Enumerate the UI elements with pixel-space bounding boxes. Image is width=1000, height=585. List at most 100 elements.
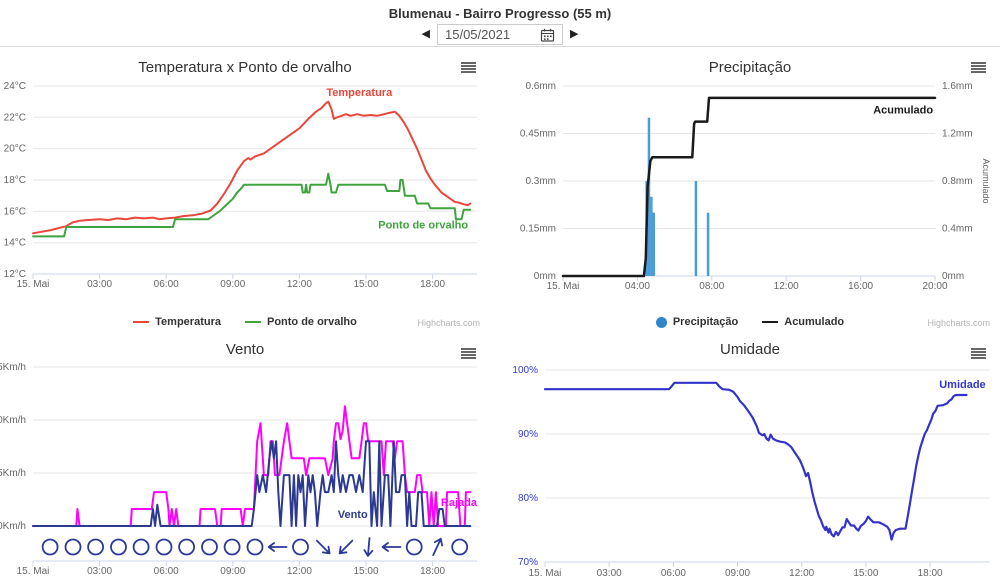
y-axis-label: 24°C — [4, 81, 26, 92]
line-marker — [133, 321, 150, 323]
calm-wind-icon — [292, 538, 309, 556]
x-axis-label: 03:00 — [597, 568, 622, 579]
chart-legend: Precipitação Acumulado — [500, 312, 1000, 338]
x-axis-label: 09:00 — [220, 566, 245, 577]
wind-direction-markers — [41, 537, 469, 557]
series-temperatura[interactable] — [32, 100, 472, 235]
y-axis-label: 90% — [518, 429, 538, 440]
series-label-rajada: Rajada — [441, 497, 478, 509]
chart-context-menu-icon[interactable] — [971, 348, 986, 359]
series-rajada[interactable] — [32, 405, 472, 527]
previous-day-button[interactable]: ◀ — [421, 28, 430, 40]
y-axis-label: 0mm — [534, 271, 556, 282]
legend-item-precipitacao[interactable]: Precipitação — [655, 316, 739, 328]
highcharts-credits[interactable]: Highcharts.com — [927, 318, 990, 328]
humidity-card: Umidade 70% 80% 90% 100% 15. Mai 03:00 06:00 09… — [500, 333, 1000, 585]
y-axis-label: 70% — [518, 557, 538, 568]
x-axis-label: 15:00 — [853, 568, 878, 579]
calm-wind-icon — [64, 538, 82, 556]
series-label-acumulado: Acumulado — [873, 104, 933, 116]
calm-wind-icon — [178, 538, 196, 556]
x-axis-label: 18:00 — [420, 566, 445, 577]
legend-item-acumulado[interactable]: Acumulado — [762, 316, 844, 328]
y-axis-label: 0Km/h — [0, 521, 26, 532]
legend-label: Ponto de orvalho — [266, 316, 357, 328]
chart-context-menu-icon[interactable] — [461, 62, 476, 73]
y-axis-label-right: 1.2mm — [942, 129, 973, 140]
date-input[interactable] — [445, 27, 527, 42]
y-axis-label-right: 0mm — [942, 271, 964, 282]
highcharts-credits[interactable]: Highcharts.com — [417, 318, 480, 328]
series-precipitacao[interactable] — [645, 117, 710, 276]
x-axis-label: 15:00 — [353, 279, 378, 290]
temperature-dewpoint-card: Temperatura x Ponto de orvalho 12°C 14°C 1… — [0, 47, 490, 333]
series-label-vento: Vento — [338, 509, 368, 521]
next-day-button[interactable]: ▶ — [570, 28, 579, 40]
y-axis-label-right: 0.8mm — [942, 176, 973, 187]
x-axis-label: 03:00 — [87, 279, 112, 290]
series-ponto-de-orvalho[interactable] — [32, 172, 472, 238]
y-axis-label-right: 0.4mm — [942, 224, 973, 235]
y-axis-label: 0.15mm — [520, 224, 556, 235]
circle-marker — [655, 316, 667, 328]
x-axis-label: 15. Mai — [17, 279, 50, 290]
calm-wind-icon — [87, 538, 104, 556]
x-axis-label: 03:00 — [87, 566, 112, 577]
calm-wind-icon — [451, 538, 469, 556]
y-axis-label: 80% — [518, 493, 538, 504]
y-axis-label: 22°C — [4, 112, 26, 123]
x-axis-label: 16:00 — [848, 281, 873, 292]
wind-arrow-icon — [381, 542, 402, 552]
calm-wind-icon — [223, 538, 241, 556]
y-axis-label-right: 1.6mm — [942, 81, 973, 92]
y-axis-label: 10Km/h — [0, 415, 26, 426]
y-axis-label: 20°C — [4, 144, 26, 155]
gridlines — [33, 85, 477, 275]
series-label-ponto-de-orvalho: Ponto de orvalho — [378, 220, 468, 232]
y-axis-label: 0.3mm — [525, 176, 556, 187]
calendar-icon[interactable] — [540, 28, 555, 42]
right-axis-title: Acumulado — [981, 158, 991, 203]
x-axis-label: 09:00 — [220, 279, 245, 290]
series-acumulado[interactable] — [561, 96, 937, 278]
calm-wind-icon — [132, 538, 150, 556]
x-axis-label: 09:00 — [725, 568, 750, 579]
chart-header: Precipitação — [500, 47, 1000, 81]
series-label-umidade: Umidade — [939, 379, 985, 391]
calm-wind-icon — [246, 538, 264, 556]
y-axis-label: 5Km/h — [0, 468, 26, 479]
x-axis-label: 15. Mai — [17, 566, 50, 577]
x-axis-label: 04:00 — [625, 281, 650, 292]
x-axis-label: 06:00 — [661, 568, 686, 579]
gridlines — [545, 369, 990, 563]
line-marker — [762, 321, 779, 323]
y-axis-label: 12°C — [4, 269, 26, 280]
legend-label: Temperatura — [155, 316, 221, 328]
x-axis-label: 20:00 — [922, 281, 947, 292]
chart-context-menu-icon[interactable] — [971, 62, 986, 73]
series-umidade[interactable] — [543, 381, 968, 541]
legend-item-ponto-de-orvalho[interactable]: Ponto de orvalho — [244, 316, 357, 328]
legend-item-temperatura[interactable]: Temperatura — [133, 316, 221, 328]
x-axis-label: 06:00 — [154, 279, 179, 290]
wind-arrow-icon — [338, 539, 354, 555]
wind-card: Vento 0Km/h 5Km/h 10Km/h 15Km/h 15. Mai 03:00… — [0, 333, 490, 585]
x-axis-label: 12:00 — [789, 568, 814, 579]
wind-arrow-icon — [363, 537, 374, 557]
chart-header: Vento — [0, 333, 490, 363]
series-vento[interactable] — [32, 440, 472, 527]
chart-title-wind: Vento — [225, 341, 265, 358]
chart-header: Temperatura x Ponto de orvalho — [0, 47, 490, 81]
series-label-temperatura: Temperatura — [326, 87, 393, 99]
charts-grid: Temperatura x Ponto de orvalho 12°C 14°C 1… — [0, 47, 1000, 585]
x-axis-label: 18:00 — [420, 279, 445, 290]
x-axis-label: 15. Mai — [529, 568, 562, 579]
x-axis-label: 12:00 — [287, 279, 312, 290]
chart-legend: Temperatura Ponto de orvalho — [0, 312, 490, 338]
calm-wind-icon — [201, 538, 218, 556]
y-axis-label: 100% — [512, 365, 538, 376]
chart-context-menu-icon[interactable] — [461, 348, 476, 359]
date-picker[interactable] — [437, 24, 563, 45]
legend-label: Precipitação — [672, 316, 739, 328]
x-axis-label: 06:00 — [154, 566, 179, 577]
